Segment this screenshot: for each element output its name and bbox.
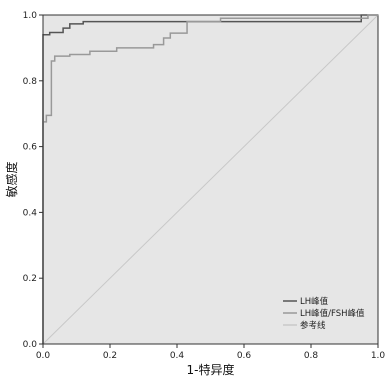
y-axis-title: 敏感度	[4, 161, 19, 197]
series-line-2	[42, 14, 379, 345]
x-axis-title: 1-特异度	[187, 362, 235, 377]
legend-label-1: LH峰值/FSH峰值	[300, 308, 365, 319]
x-tick-label: 1.0	[371, 351, 386, 361]
y-tick-label: 0.0	[23, 340, 38, 350]
x-tick-label: 0.8	[304, 351, 319, 361]
y-tick-label: 1.0	[23, 11, 38, 21]
y-axis-ticks: 0.0 0.2 0.4 0.6 0.8 1.0	[23, 11, 43, 350]
series-line-1	[42, 14, 378, 344]
legend-label-0: LH峰值	[300, 296, 329, 307]
x-tick-label: 0.6	[237, 351, 252, 361]
legend-label-2: 参考线	[300, 320, 326, 331]
x-axis-ticks: 0.0 0.2 0.4 0.6 0.8 1.0	[36, 344, 386, 361]
x-tick-label: 0.4	[170, 351, 185, 361]
x-tick-label: 0.2	[103, 351, 117, 361]
y-tick-label: 0.4	[23, 208, 38, 218]
series-line-0	[42, 14, 378, 344]
x-tick-label: 0.0	[36, 351, 51, 361]
y-tick-label: 0.6	[23, 143, 38, 153]
y-tick-label: 0.2	[23, 274, 37, 284]
series-layer	[42, 14, 379, 345]
y-tick-label: 0.8	[23, 77, 38, 87]
